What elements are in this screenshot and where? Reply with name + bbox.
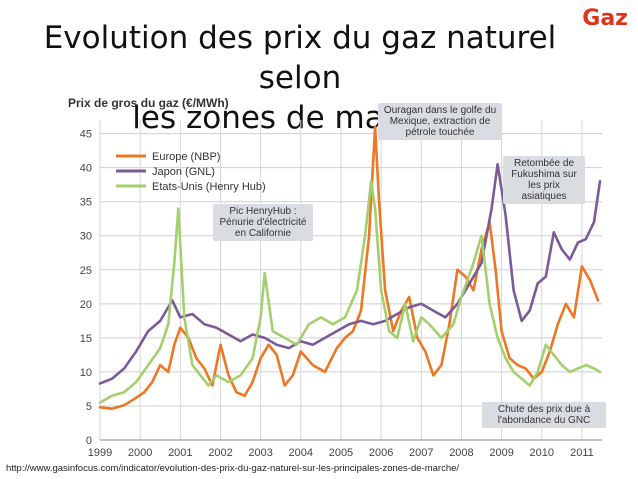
series-line-1 (98, 163, 602, 385)
x-tick-label: 2001 (168, 447, 192, 459)
y-tick-label: 30 (80, 231, 92, 243)
x-tick-label: 2011 (570, 447, 594, 459)
x-tick-label: 2000 (128, 447, 152, 459)
annotation-gnc: Chute des prix due à l'abondance du GNC (482, 402, 606, 428)
x-tick-label: 2005 (329, 447, 353, 459)
series-line-2 (98, 180, 602, 404)
legend-label-0: Europe (NBP) (152, 151, 220, 163)
y-tick-label: 10 (80, 367, 92, 379)
brand-logo: Gaz (582, 6, 628, 31)
legend-label-2: Etats-Unis (Henry Hub) (152, 181, 266, 193)
x-tick-label: 2004 (289, 447, 313, 459)
y-tick-label: 20 (80, 299, 92, 311)
x-tick-label: 1999 (88, 447, 112, 459)
y-tick-label: 35 (80, 197, 92, 209)
y-tick-label: 45 (80, 129, 92, 141)
x-tick-label: 2008 (449, 447, 473, 459)
y-tick-label: 15 (80, 333, 92, 345)
annotation-henryhub: Pic HenryHub : Pénurie d'électricité en … (213, 204, 313, 241)
y-tick-label: 0 (86, 435, 92, 447)
x-tick-label: 2003 (248, 447, 272, 459)
x-tick-label: 2007 (409, 447, 433, 459)
x-tick-label: 2010 (530, 447, 554, 459)
annotation-fukushima: Retombée de Fukushima sur les prix asiat… (503, 156, 585, 204)
slide-title-line1: Evolution des prix du gaz naturel selon (43, 20, 557, 96)
x-tick-label: 2009 (489, 447, 513, 459)
annotation-hurricane: Ouragan dans le golfe du Mexique, extrac… (378, 103, 502, 140)
series-line-0 (98, 125, 600, 410)
y-axis-label: Prix de gros du gaz (€/MWh) (68, 96, 229, 110)
source-url: http://www.gasinfocus.com/indicator/evol… (6, 463, 460, 474)
y-tick-label: 40 (80, 163, 92, 175)
y-tick-label: 5 (86, 401, 92, 413)
x-tick-label: 2006 (369, 447, 393, 459)
y-tick-label: 25 (80, 265, 92, 277)
x-tick-label: 2002 (208, 447, 232, 459)
legend-label-1: Japon (GNL) (152, 166, 215, 178)
